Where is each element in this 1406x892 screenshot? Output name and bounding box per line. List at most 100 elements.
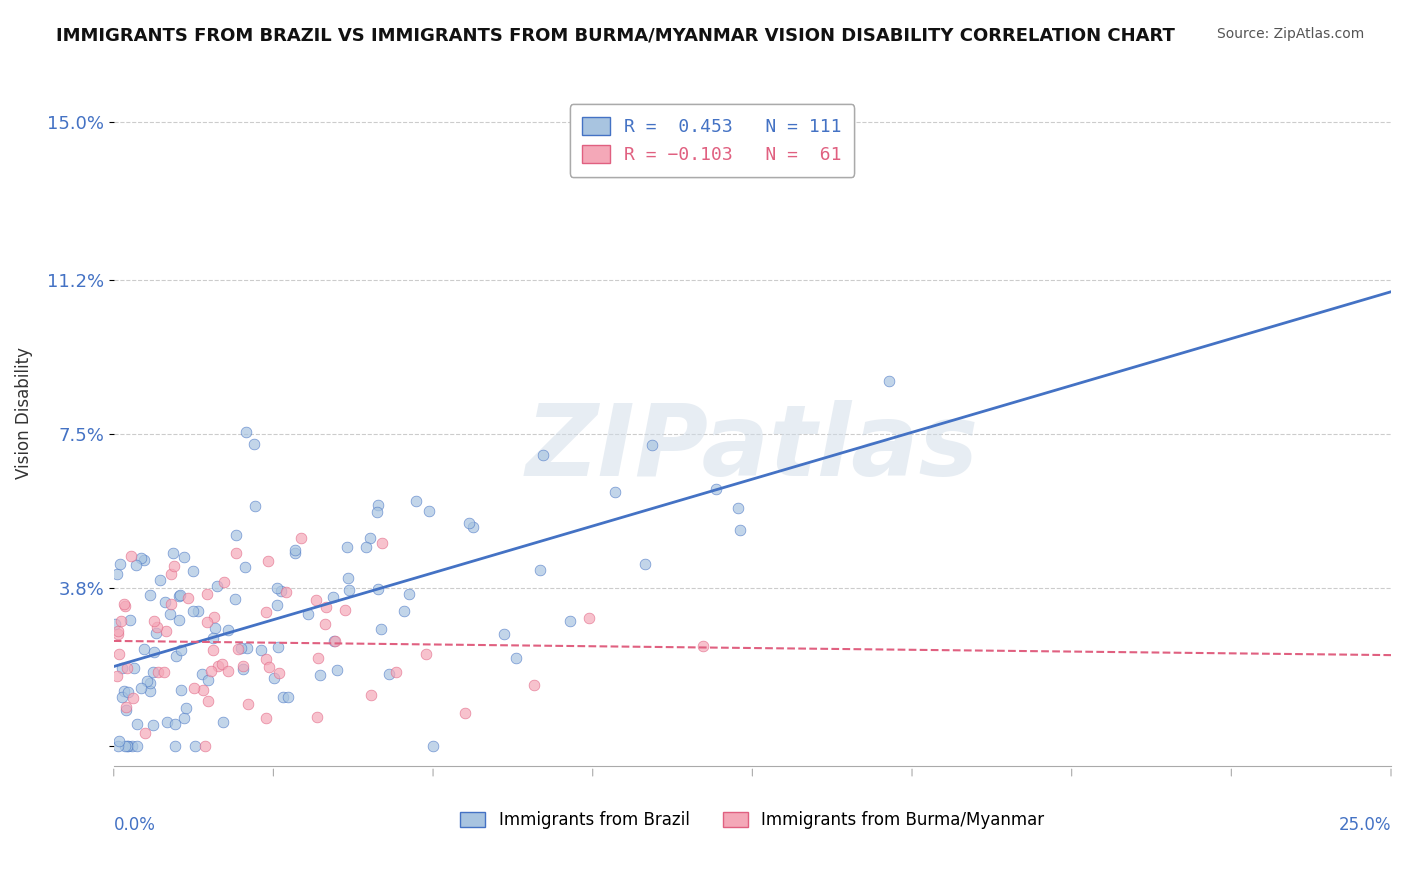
Point <box>267 640 290 654</box>
Point <box>305 710 328 724</box>
Point <box>167 589 190 603</box>
Point <box>211 657 233 671</box>
Point <box>181 564 204 578</box>
Point <box>163 558 186 573</box>
Point <box>145 626 167 640</box>
Point <box>187 604 209 618</box>
Point <box>162 546 184 560</box>
Point <box>463 520 485 534</box>
Point <box>114 683 136 698</box>
Point <box>211 715 233 730</box>
Point <box>121 739 143 753</box>
Point <box>454 706 477 721</box>
Point <box>117 739 139 753</box>
Point <box>115 660 138 674</box>
Point <box>250 643 273 657</box>
Point <box>217 664 239 678</box>
Point <box>245 499 267 513</box>
Point <box>212 575 235 590</box>
Point <box>225 528 247 542</box>
Point <box>138 683 160 698</box>
Point <box>309 668 332 682</box>
Point <box>170 642 193 657</box>
Point <box>266 581 288 595</box>
Point <box>169 683 191 698</box>
Point <box>276 585 298 599</box>
Point <box>104 616 127 631</box>
Point <box>117 739 139 753</box>
Point <box>143 614 166 628</box>
Point <box>254 711 277 725</box>
Point <box>105 669 128 683</box>
Point <box>322 634 344 648</box>
Point <box>197 673 219 687</box>
Point <box>204 621 226 635</box>
Point <box>217 623 239 637</box>
Point <box>132 553 155 567</box>
Point <box>269 665 291 680</box>
Point <box>155 624 177 638</box>
Text: 0.0%: 0.0% <box>114 816 156 834</box>
Point <box>112 597 135 611</box>
Point <box>111 690 134 705</box>
Point <box>122 691 145 706</box>
Point <box>224 591 246 606</box>
Point <box>139 589 162 603</box>
Point <box>337 583 360 598</box>
Point <box>163 716 186 731</box>
Point <box>200 664 222 678</box>
Point <box>191 683 214 698</box>
Point <box>322 590 344 604</box>
Point <box>173 711 195 725</box>
Point <box>297 607 319 622</box>
Point <box>366 505 388 519</box>
Point <box>190 667 212 681</box>
Point <box>107 739 129 753</box>
Point <box>107 647 129 661</box>
Point <box>315 600 337 615</box>
Point <box>207 579 229 593</box>
Point <box>706 482 728 496</box>
Point <box>202 609 225 624</box>
Point <box>360 688 382 702</box>
Point <box>125 717 148 731</box>
Point <box>153 595 176 609</box>
Point <box>242 437 264 451</box>
Point <box>114 599 136 613</box>
Point <box>173 550 195 565</box>
Point <box>114 703 136 717</box>
Point <box>277 690 299 704</box>
Point <box>398 587 420 601</box>
Point <box>458 516 481 531</box>
Point <box>125 558 148 573</box>
Point <box>367 582 389 596</box>
Point <box>578 611 600 625</box>
Point <box>377 666 399 681</box>
Point <box>354 540 377 554</box>
Point <box>270 584 292 599</box>
Point <box>142 645 165 659</box>
Point <box>146 620 169 634</box>
Point <box>202 643 225 657</box>
Point <box>384 665 406 679</box>
Point <box>529 563 551 577</box>
Point <box>152 665 174 679</box>
Point <box>254 652 277 666</box>
Point <box>115 699 138 714</box>
Point <box>235 425 257 439</box>
Point <box>129 681 152 695</box>
Point <box>728 523 751 537</box>
Point <box>284 543 307 558</box>
Y-axis label: Vision Disability: Vision Disability <box>15 347 32 479</box>
Point <box>107 627 129 641</box>
Text: 25.0%: 25.0% <box>1339 816 1391 834</box>
Point <box>422 739 444 753</box>
Point <box>195 615 218 629</box>
Point <box>492 627 515 641</box>
Point <box>129 551 152 566</box>
Point <box>254 605 277 619</box>
Point <box>139 675 162 690</box>
Point <box>120 549 142 564</box>
Point <box>146 665 169 679</box>
Point <box>111 661 134 675</box>
